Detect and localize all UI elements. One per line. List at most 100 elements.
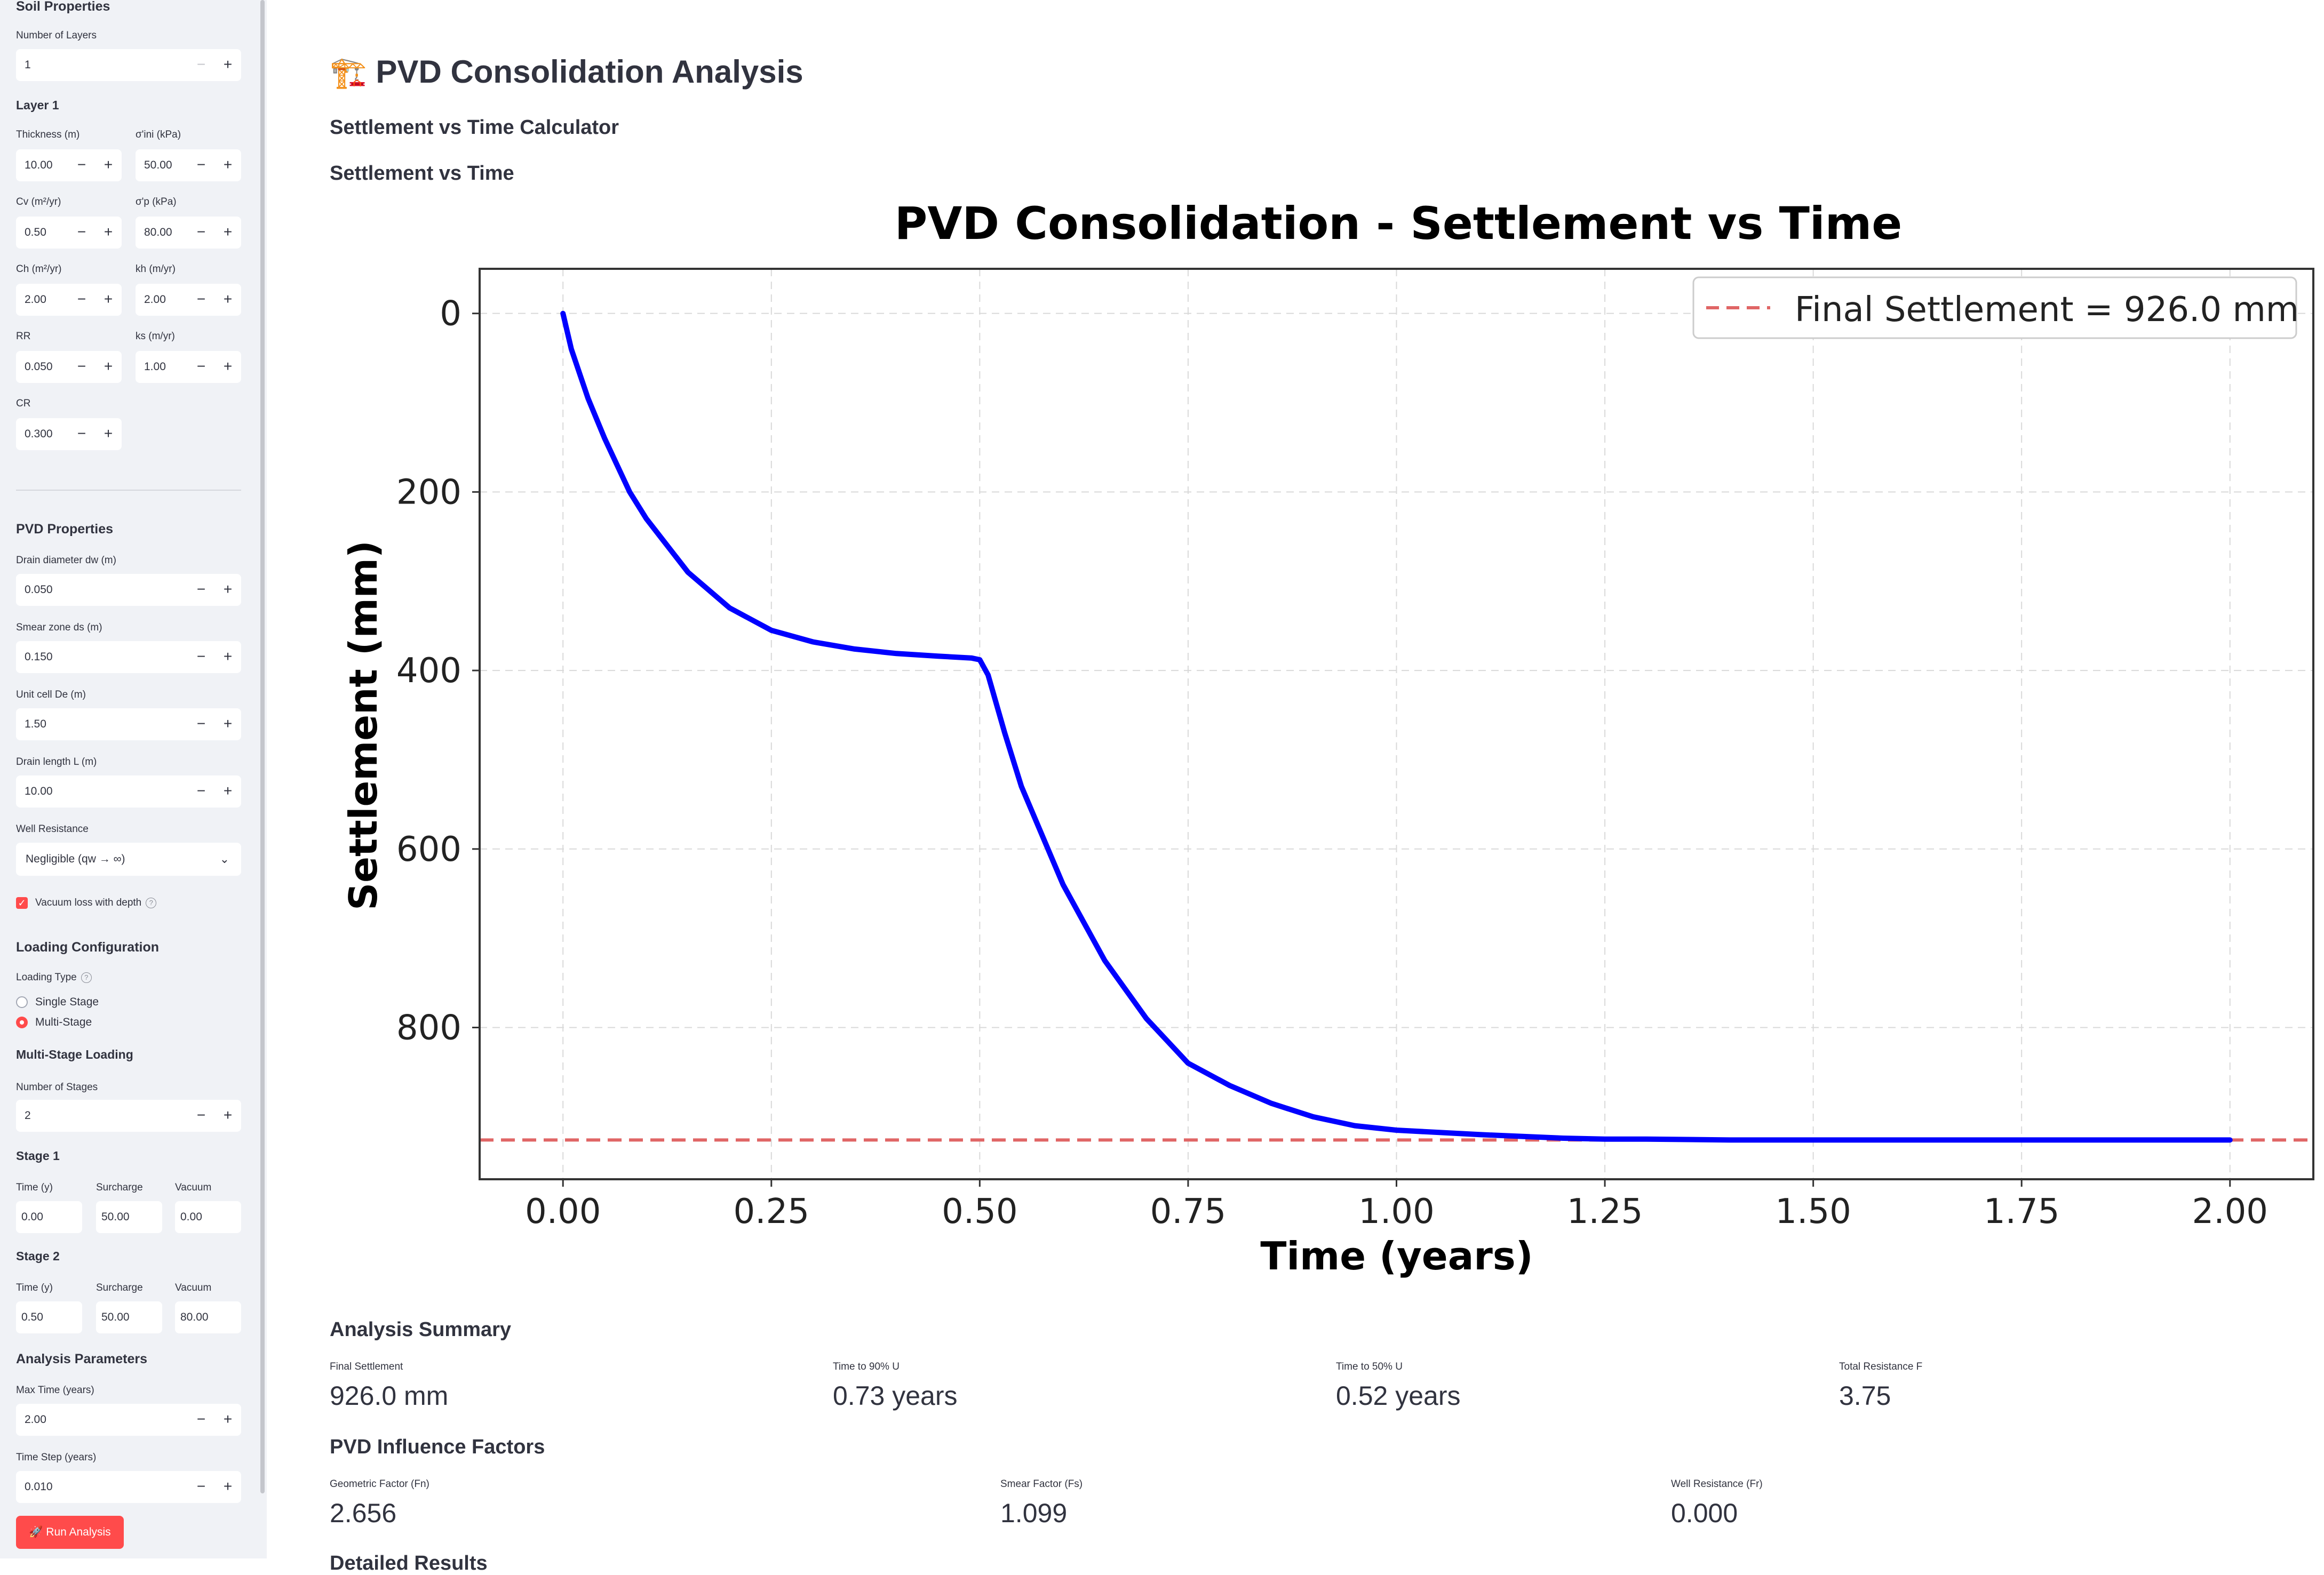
well-resistance-select[interactable]: Negligible (qw → ∞) ⌄ bbox=[16, 843, 241, 876]
increment-button[interactable]: + bbox=[104, 291, 113, 307]
decrement-button[interactable]: − bbox=[196, 1411, 206, 1427]
detailed-results-heading: Detailed Results bbox=[330, 1552, 488, 1574]
stage1-surcharge-label: Surcharge bbox=[96, 1182, 143, 1193]
number-of-layers-input[interactable]: 1 − + bbox=[16, 49, 241, 81]
stage2-vacuum-input[interactable]: 80.00 bbox=[175, 1301, 241, 1333]
stage2-surcharge-label: Surcharge bbox=[96, 1282, 143, 1293]
run-analysis-button[interactable]: 🚀 Run Analysis bbox=[16, 1516, 124, 1549]
stage1-surcharge-value: 50.00 bbox=[101, 1211, 130, 1223]
decrement-button[interactable]: − bbox=[196, 223, 206, 240]
increment-button[interactable]: + bbox=[104, 223, 113, 240]
time-step-input[interactable]: 0.010 − + bbox=[16, 1471, 241, 1503]
increment-button[interactable]: + bbox=[223, 291, 233, 307]
settlement-chart: PVD Consolidation - Settlement vs Time 0… bbox=[341, 197, 2314, 1278]
drain-diameter-input[interactable]: 0.050 − + bbox=[16, 574, 241, 606]
chart-legend: Final Settlement = 926.0 mm bbox=[1692, 276, 2299, 339]
cv-label: Cv (m²/yr) bbox=[16, 196, 61, 207]
vacuum-loss-text: Vacuum loss with depth bbox=[35, 897, 142, 908]
multi-stage-loading-heading: Multi-Stage Loading bbox=[16, 1048, 133, 1061]
decrement-button[interactable]: − bbox=[77, 156, 86, 173]
single-stage-radio[interactable] bbox=[16, 996, 28, 1008]
decrement-button[interactable]: − bbox=[77, 223, 86, 240]
time-step-value: 0.010 bbox=[25, 1481, 53, 1493]
ks-input[interactable]: 1.00 − + bbox=[136, 351, 241, 383]
help-icon[interactable]: ? bbox=[146, 897, 157, 908]
unit-cell-input[interactable]: 1.50 − + bbox=[16, 708, 241, 740]
decrement-button[interactable]: − bbox=[196, 156, 206, 173]
vacuum-loss-checkbox[interactable]: ✓ bbox=[16, 897, 28, 909]
metric-time90-value: 0.73 years bbox=[833, 1381, 958, 1411]
stage2-time-input[interactable]: 0.50 bbox=[16, 1301, 82, 1333]
decrement-button[interactable]: − bbox=[196, 56, 206, 73]
increment-button[interactable]: + bbox=[223, 715, 233, 732]
decrement-button[interactable]: − bbox=[196, 358, 206, 374]
rr-label: RR bbox=[16, 331, 31, 342]
max-time-input[interactable]: 2.00 − + bbox=[16, 1404, 241, 1436]
cv-input[interactable]: 0.50 − + bbox=[16, 217, 122, 249]
decrement-button[interactable]: − bbox=[196, 782, 206, 799]
increment-button[interactable]: + bbox=[223, 1478, 233, 1494]
decrement-button[interactable]: − bbox=[77, 425, 86, 442]
single-stage-label[interactable]: Single Stage bbox=[35, 996, 99, 1008]
increment-button[interactable]: + bbox=[104, 425, 113, 442]
number-of-stages-input[interactable]: 2 − + bbox=[16, 1100, 241, 1132]
decrement-button[interactable]: − bbox=[77, 291, 86, 307]
stage2-surcharge-value: 50.00 bbox=[101, 1311, 130, 1323]
metric-total-resistance-label: Total Resistance F bbox=[1839, 1361, 1923, 1372]
increment-button[interactable]: + bbox=[223, 223, 233, 240]
cv-value: 0.50 bbox=[25, 226, 46, 238]
thickness-input[interactable]: 10.00 − + bbox=[16, 149, 122, 181]
increment-button[interactable]: + bbox=[223, 581, 233, 597]
stage1-surcharge-input[interactable]: 50.00 bbox=[96, 1201, 162, 1233]
decrement-button[interactable]: − bbox=[196, 581, 206, 597]
sigma-ini-input[interactable]: 50.00 − + bbox=[136, 149, 241, 181]
decrement-button[interactable]: − bbox=[77, 358, 86, 374]
stage1-vacuum-label: Vacuum bbox=[175, 1182, 212, 1193]
page-title-text: PVD Consolidation Analysis bbox=[376, 54, 803, 90]
well-resistance-value: Negligible (qw → ∞) bbox=[26, 853, 125, 865]
increment-button[interactable]: + bbox=[223, 358, 233, 374]
chart-series-layer bbox=[560, 310, 2233, 1143]
increment-button[interactable]: + bbox=[223, 56, 233, 73]
decrement-button[interactable]: − bbox=[196, 1107, 206, 1123]
drain-length-label: Drain length L (m) bbox=[16, 756, 97, 767]
ks-value: 1.00 bbox=[144, 361, 166, 373]
decrement-button[interactable]: − bbox=[196, 648, 206, 665]
kh-label: kh (m/yr) bbox=[136, 263, 176, 275]
decrement-button[interactable]: − bbox=[196, 715, 206, 732]
increment-button[interactable]: + bbox=[104, 156, 113, 173]
increment-button[interactable]: + bbox=[223, 648, 233, 665]
decrement-button[interactable]: − bbox=[196, 1478, 206, 1494]
sigma-p-input[interactable]: 80.00 − + bbox=[136, 217, 241, 249]
multi-stage-label[interactable]: Multi-Stage bbox=[35, 1016, 92, 1028]
analysis-summary-heading: Analysis Summary bbox=[330, 1318, 512, 1341]
metric-well-resistance-value: 0.000 bbox=[1671, 1498, 1738, 1528]
metric-smear-factor-label: Smear Factor (Fs) bbox=[1000, 1478, 1083, 1490]
rr-input[interactable]: 0.050 − + bbox=[16, 351, 122, 383]
stage1-time-input[interactable]: 0.00 bbox=[16, 1201, 82, 1233]
stage2-surcharge-input[interactable]: 50.00 bbox=[96, 1301, 162, 1333]
sidebar-scrollbar[interactable] bbox=[260, 0, 265, 1493]
analysis-parameters-heading: Analysis Parameters bbox=[16, 1352, 147, 1366]
settlement-chart-container: PVD Consolidation - Settlement vs Time 0… bbox=[330, 197, 2324, 1280]
help-icon[interactable]: ? bbox=[81, 972, 92, 983]
drain-length-input[interactable]: 10.00 − + bbox=[16, 775, 241, 808]
x-tick-label: 0.00 bbox=[525, 1192, 601, 1232]
increment-button[interactable]: + bbox=[223, 1107, 233, 1123]
smear-zone-input[interactable]: 0.150 − + bbox=[16, 641, 241, 673]
increment-button[interactable]: + bbox=[104, 358, 113, 374]
multi-stage-radio[interactable] bbox=[16, 1017, 28, 1028]
increment-button[interactable]: + bbox=[223, 1411, 233, 1427]
increment-button[interactable]: + bbox=[223, 782, 233, 799]
y-tick-label: 600 bbox=[396, 830, 461, 869]
kh-input[interactable]: 2.00 − + bbox=[136, 284, 241, 316]
cr-input[interactable]: 0.300 − + bbox=[16, 418, 122, 450]
page-subtitle: Settlement vs Time Calculator bbox=[330, 116, 619, 139]
stage2-time-value: 0.50 bbox=[21, 1311, 43, 1323]
increment-button[interactable]: + bbox=[223, 156, 233, 173]
settlement-curve bbox=[560, 310, 2233, 1143]
decrement-button[interactable]: − bbox=[196, 291, 206, 307]
stage1-vacuum-input[interactable]: 0.00 bbox=[175, 1201, 241, 1233]
loading-type-label: Loading Type? bbox=[16, 972, 241, 984]
ch-input[interactable]: 2.00 − + bbox=[16, 284, 122, 316]
